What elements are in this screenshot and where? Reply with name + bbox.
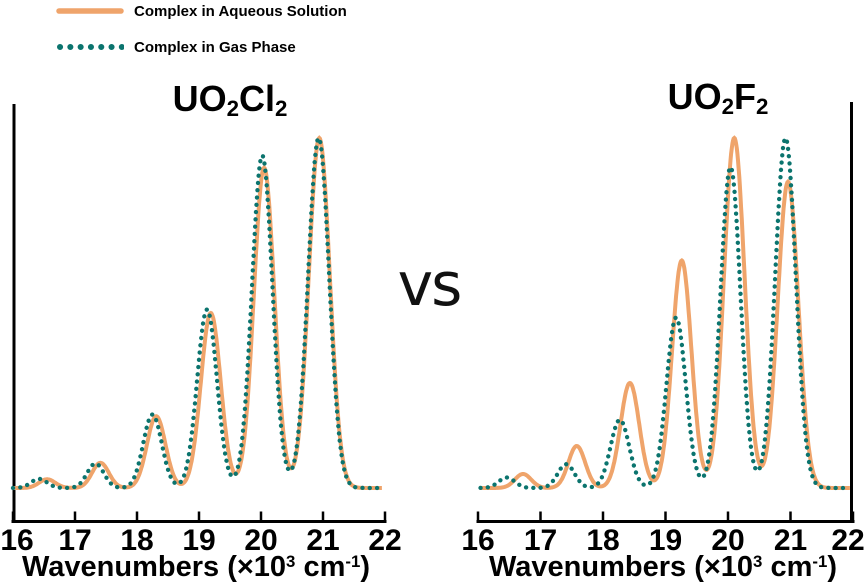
x-tick-label: 20 [244, 524, 277, 557]
solid-line-swatch-icon [56, 8, 124, 14]
x-tick-label: 17 [58, 524, 91, 557]
x-tick-label: 18 [120, 524, 153, 557]
x-tick-label: 16 [0, 524, 33, 557]
x-tick-label: 19 [649, 524, 682, 557]
legend: Complex in Aqueous Solution Complex in G… [56, 2, 347, 56]
x-tick-label: 21 [774, 524, 807, 557]
x-tick-label: 16 [461, 524, 494, 557]
gas-phase-curve [10, 135, 385, 491]
aqueous-solution-curve [13, 135, 382, 490]
plot-title-uo2f2: UO2F2 [667, 76, 769, 119]
legend-label-aqueous: Complex in Aqueous Solution [134, 2, 347, 20]
legend-label-gas: Complex in Gas Phase [134, 38, 296, 56]
x-tick-label: 22 [368, 524, 401, 557]
legend-item-aqueous: Complex in Aqueous Solution [56, 2, 347, 20]
plot-group-0: 16 17 18 19 20 21 22 [0, 104, 402, 557]
x-tick-label: 17 [524, 524, 557, 557]
aqueous-solution-curve [480, 135, 850, 490]
x-tick-label: 22 [831, 524, 864, 557]
x-tick-label: 18 [586, 524, 619, 557]
x-tick-label: 19 [182, 524, 215, 557]
plot-title-uo2cl2: UO2Cl2 [172, 78, 288, 121]
legend-item-gas: Complex in Gas Phase [56, 38, 347, 56]
vs-separator: vs [397, 250, 463, 320]
x-axis-label-right: Wavenumbers (×103 cm-1) [488, 551, 838, 583]
x-tick-label: 20 [711, 524, 744, 557]
gas-phase-curve [478, 134, 853, 491]
x-axis-label-left: Wavenumbers (×103 cm-1) [21, 551, 371, 583]
x-tick-label: 21 [306, 524, 339, 557]
dotted-line-swatch-icon [57, 44, 124, 50]
plot-group-1: 16 17 18 19 20 21 22 [461, 102, 865, 557]
